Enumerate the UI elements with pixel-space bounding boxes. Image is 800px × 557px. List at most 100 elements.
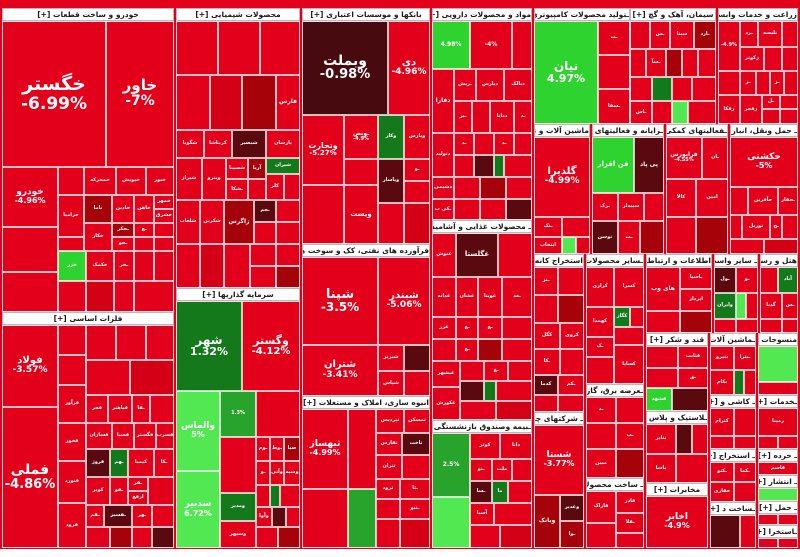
heatmap-tile-unlabeled[interactable] [780,109,797,123]
heatmap-tile[interactable]: آریا [248,158,266,179]
heatmap-tile[interactable]: فاذر [616,492,643,513]
heatmap-tile-unlabeled[interactable] [86,326,116,360]
heatmap-tile[interactable]: ما [492,481,508,503]
heatmap-tile-unlabeled[interactable] [134,251,154,281]
heatmap-tile[interactable]: شستا -3.77% [535,426,583,495]
sector-header[interactable]: منسوجات [+] [758,333,798,346]
heatmap-tile-unlabeled[interactable] [218,22,260,75]
heatmap-tile[interactable]: صبا [284,437,299,461]
heatmap-tile-unlabeled[interactable] [400,519,429,547]
heatmap-tile[interactable]: سدبیر 6.72% [177,471,220,547]
heatmap-tile[interactable]: ـکنو [711,463,734,482]
heatmap-tile-unlabeled[interactable] [348,410,376,489]
heatmap-tile-unlabeled[interactable] [734,409,755,436]
heatmap-tile-unlabeled[interactable] [3,272,58,311]
heatmap-tile[interactable]: نیان 4.97% [535,22,598,123]
heatmap-tile-unlabeled[interactable] [736,293,746,319]
heatmap-tile[interactable]: غنوش [433,234,456,277]
heatmap-tile-unlabeled[interactable] [58,237,84,251]
heatmap-tile[interactable]: فجر [86,395,108,423]
heatmap-tile[interactable]: زاگرس [224,200,254,244]
heatmap-tile[interactable]: شتران -3.41% [303,345,378,395]
heatmap-tile-unlabeled[interactable] [759,515,778,524]
heatmap-tile-unlabeled[interactable] [692,77,715,101]
heatmap-tile[interactable]: پتایر [647,425,676,454]
heatmap-tile[interactable]: کلر [266,174,284,200]
heatmap-tile-unlabeled[interactable] [535,295,558,323]
heatmap-tile-unlabeled[interactable] [667,217,696,253]
heatmap-tile[interactable]: زفجر [740,95,762,123]
heatmap-tile[interactable]: دتولید [433,133,454,177]
heatmap-tile-unlabeled[interactable]: 1.3% [220,391,256,437]
heatmap-tile[interactable]: مبین [587,449,616,477]
heatmap-tile[interactable]: خاهن [134,195,154,223]
heatmap-tile[interactable]: وپترو [202,158,226,200]
sector-header[interactable]: ماشین آلات و تجهیزات [+] [534,124,590,137]
heatmap-tile[interactable]: فملی -4.86% [3,407,58,547]
heatmap-tile[interactable]: ـد [494,133,514,155]
heatmap-tile[interactable]: ـت [598,22,629,55]
heatmap-tile-unlabeled[interactable] [86,281,114,311]
heatmap-tile-unlabeled[interactable] [682,49,698,77]
heatmap-tile-unlabeled[interactable] [433,497,470,547]
heatmap-tile-unlabeled[interactable] [286,507,299,527]
heatmap-tile-unlabeled[interactable] [587,357,614,383]
heatmap-tile[interactable]: امین [696,179,727,217]
heatmap-tile-unlabeled[interactable] [666,49,682,77]
heatmap-tile-unlabeled[interactable] [672,77,692,101]
heatmap-tile-unlabeled[interactable]: 4.98% [433,22,470,69]
sector-header[interactable]: مواد و محصولات دارویی [+] [432,8,532,21]
heatmap-tile[interactable]: ـسا [470,481,492,503]
heatmap-tile-unlabeled[interactable] [460,361,484,381]
heatmap-tile[interactable]: خگستر -6.99% [3,22,106,167]
heatmap-tile[interactable]: شپنا -3.5% [303,258,378,345]
heatmap-tile-unlabeled[interactable] [402,455,429,479]
heatmap-tile-unlabeled[interactable] [715,319,736,332]
heatmap-tile[interactable]: بکام [711,370,734,394]
sector-header[interactable]: ـ استخراج [+] [710,449,756,462]
sector-header[interactable]: ـ ساخت محصولات [+] [586,478,644,491]
heatmap-tile[interactable]: غبشهر [433,361,460,387]
heatmap-tile-unlabeled[interactable] [220,437,256,493]
heatmap-tile[interactable]: خمهر [154,195,173,209]
heatmap-tile[interactable]: فخوز [58,423,86,461]
heatmap-tile-unlabeled[interactable] [376,499,400,519]
heatmap-tile[interactable]: ددانا [490,101,514,133]
heatmap-tile-unlabeled[interactable] [496,401,531,419]
heatmap-tile[interactable]: شگویا [177,130,204,158]
heatmap-tile-unlabeled[interactable] [756,71,770,95]
heatmap-tile-unlabeled[interactable] [506,199,531,219]
heatmap-tile-unlabeled[interactable] [472,101,490,133]
heatmap-tile[interactable]: ـفر [128,477,148,491]
heatmap-tile-unlabeled[interactable] [454,177,480,199]
heatmap-tile-unlabeled[interactable] [86,360,130,395]
heatmap-tile-unlabeled[interactable] [759,489,797,500]
heatmap-tile[interactable]: فن افزار [593,138,634,193]
heatmap-tile[interactable]: فسازان [86,423,112,449]
heatmap-tile[interactable]: ـنو [470,459,492,481]
heatmap-tile-unlabeled[interactable] [494,503,531,525]
heatmap-tile[interactable]: خکمک [86,251,114,281]
heatmap-tile-unlabeled[interactable] [474,155,494,177]
sector-header[interactable]: استخراج کانه های فلزی [+] [534,254,584,267]
heatmap-tile-unlabeled[interactable] [116,326,146,360]
heatmap-tile-unlabeled[interactable] [248,179,266,200]
heatmap-tile-unlabeled[interactable] [250,244,276,266]
heatmap-tile[interactable]: ـفسبز [104,505,132,527]
heatmap-tile-unlabeled[interactable] [260,22,299,75]
heatmap-tile[interactable]: ـثا [400,479,429,499]
heatmap-tile[interactable]: فسپا [112,423,134,449]
heatmap-tile[interactable]: کهمدا [587,307,614,337]
heatmap-tile[interactable]: وایران [715,293,736,319]
heatmap-tile[interactable]: ـوم [256,437,270,461]
heatmap-tile[interactable]: حفاری [711,482,734,501]
heatmap-tile-unlabeled[interactable] [177,22,218,75]
sector-header[interactable]: ـرایانه و فعالیتهای واب [+] [592,124,664,137]
heatmap-tile-unlabeled[interactable] [782,47,797,71]
heatmap-tile[interactable]: ـد [587,398,616,423]
heatmap-tile-unlabeled[interactable] [711,436,734,448]
heatmap-tile-unlabeled[interactable] [278,527,299,547]
heatmap-tile-unlabeled[interactable] [272,507,286,527]
sector-header[interactable]: ـ محصولات غذایی و آشامیدنی به [+] [432,220,532,233]
heatmap-tile-unlabeled[interactable] [778,539,797,547]
